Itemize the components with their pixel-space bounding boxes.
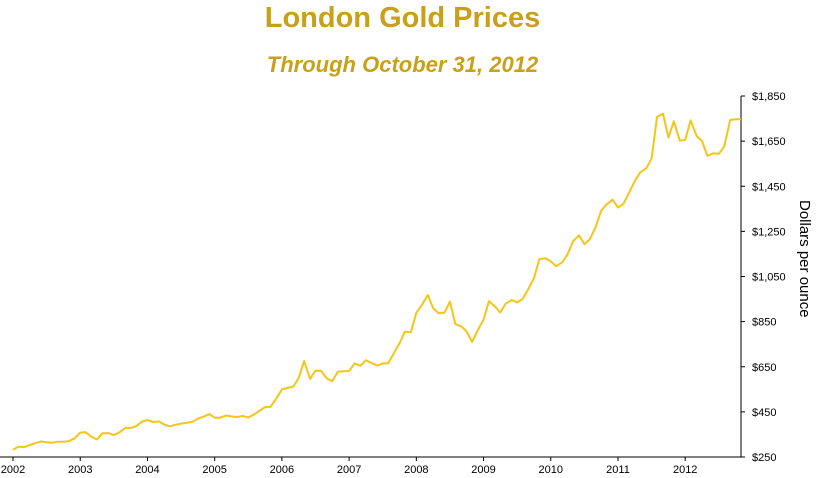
x-tick-label: 2008 xyxy=(404,464,428,476)
y-tick-label: $850 xyxy=(752,317,776,329)
y-axis: $250 $450 $650 $850 $1,050 $1,250 $1,450 $1,650… xyxy=(741,91,786,464)
y-tick-label: $250 xyxy=(752,452,776,464)
x-tick-label: 2006 xyxy=(270,464,294,476)
y-axis-label: Dollars per ounce xyxy=(796,200,813,318)
y-tick-label: $1,850 xyxy=(752,91,786,103)
x-tick-label: 2012 xyxy=(673,464,697,476)
y-tick-label: $1,250 xyxy=(752,226,786,238)
y-tick-label: $1,050 xyxy=(752,272,786,284)
chart-subtitle: Through October 31, 2012 xyxy=(266,52,539,77)
y-tick-label: $1,450 xyxy=(752,181,786,193)
x-tick-label: 2002 xyxy=(1,464,25,476)
x-tick-label: 2009 xyxy=(471,464,495,476)
price-line xyxy=(12,112,741,451)
x-tick-label: 2003 xyxy=(68,464,92,476)
x-tick-label: 2011 xyxy=(606,464,630,476)
x-axis: 2002 2003 2004 2005 2006 2007 2008 2009 2010 2011… xyxy=(1,457,697,476)
series-group xyxy=(12,112,741,451)
y-tick-label: $650 xyxy=(752,362,776,374)
y-tick-label: $1,650 xyxy=(752,136,786,148)
x-tick-label: 2010 xyxy=(539,464,563,476)
x-tick-label: 2004 xyxy=(135,464,159,476)
chart-title: London Gold Prices xyxy=(264,2,541,34)
x-tick-label: 2005 xyxy=(202,464,226,476)
x-tick-label: 2007 xyxy=(337,464,361,476)
y-tick-label: $450 xyxy=(752,407,776,419)
